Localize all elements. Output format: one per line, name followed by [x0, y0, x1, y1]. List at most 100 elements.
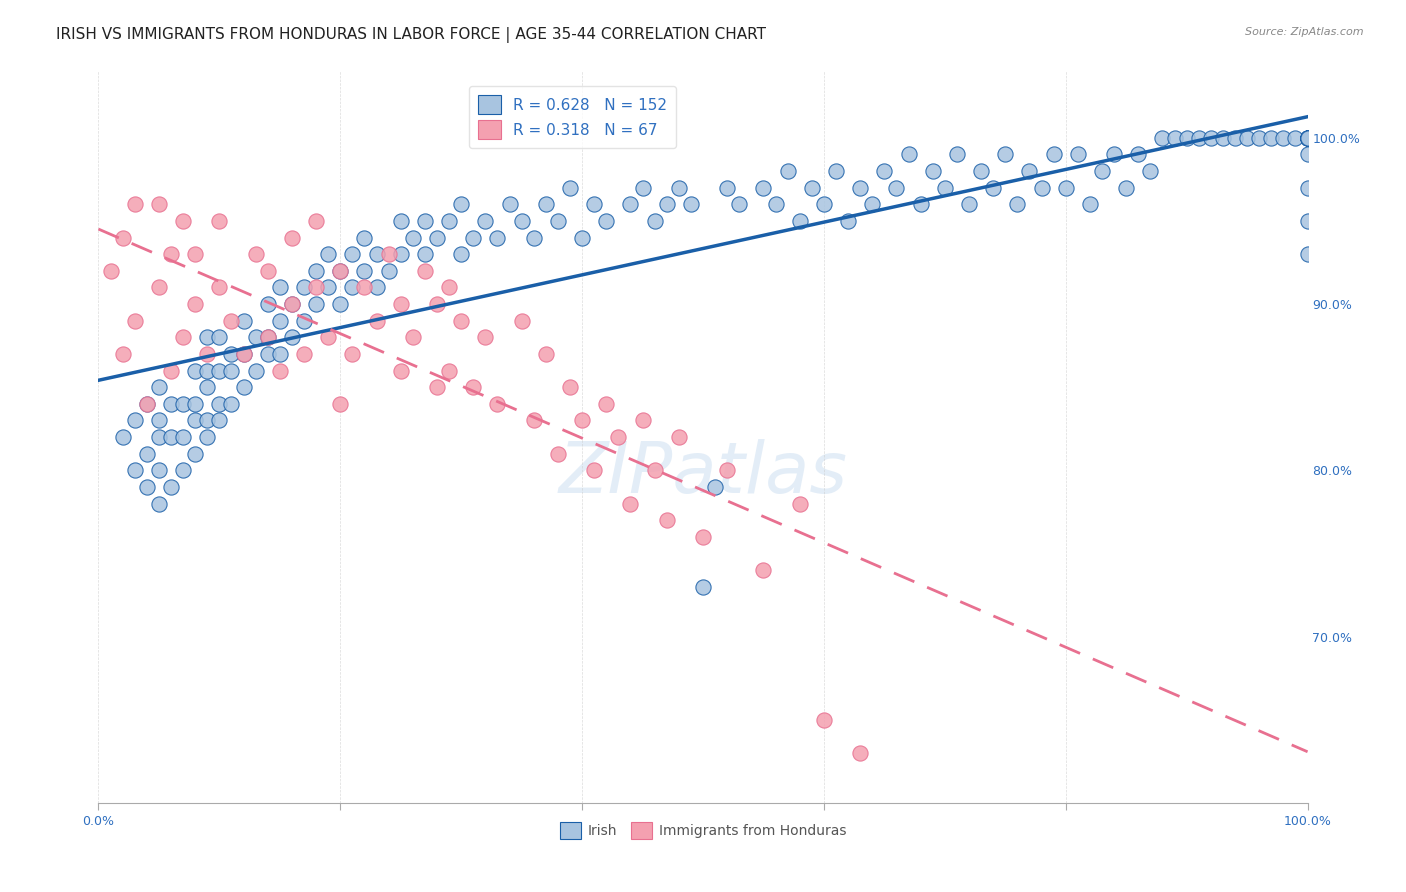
Point	[849, 746, 872, 760]
Point	[172, 214, 194, 228]
Point	[342, 347, 364, 361]
Point	[837, 214, 859, 228]
Point	[873, 164, 896, 178]
Point	[1139, 164, 1161, 178]
Point	[221, 397, 243, 411]
Point	[619, 497, 641, 511]
Point	[208, 330, 231, 344]
Point	[111, 430, 134, 444]
Point	[413, 214, 436, 228]
Point	[474, 330, 496, 344]
Point	[437, 214, 460, 228]
Point	[510, 314, 533, 328]
Point	[232, 314, 254, 328]
Point	[994, 147, 1017, 161]
Text: IRISH VS IMMIGRANTS FROM HONDURAS IN LABOR FORCE | AGE 35-44 CORRELATION CHART: IRISH VS IMMIGRANTS FROM HONDURAS IN LAB…	[56, 27, 766, 43]
Point	[1296, 131, 1319, 145]
Point	[921, 164, 943, 178]
Point	[208, 280, 231, 294]
Point	[269, 314, 291, 328]
Point	[281, 297, 304, 311]
Point	[366, 247, 388, 261]
Text: Source: ZipAtlas.com: Source: ZipAtlas.com	[1246, 27, 1364, 37]
Point	[946, 147, 969, 161]
Point	[644, 214, 666, 228]
Point	[1296, 131, 1319, 145]
Point	[389, 363, 412, 377]
Point	[135, 480, 157, 494]
Point	[789, 497, 811, 511]
Point	[981, 180, 1004, 194]
Point	[934, 180, 956, 194]
Point	[957, 197, 980, 211]
Point	[256, 347, 278, 361]
Point	[172, 463, 194, 477]
Point	[728, 197, 751, 211]
Point	[631, 413, 654, 427]
Point	[1007, 197, 1029, 211]
Point	[1091, 164, 1114, 178]
Point	[402, 230, 425, 244]
Point	[716, 180, 738, 194]
Point	[474, 214, 496, 228]
Point	[523, 413, 546, 427]
Point	[413, 264, 436, 278]
Point	[148, 413, 170, 427]
Point	[426, 297, 449, 311]
Point	[292, 280, 315, 294]
Point	[172, 430, 194, 444]
Point	[124, 314, 146, 328]
Point	[256, 297, 278, 311]
Point	[619, 197, 641, 211]
Point	[184, 363, 207, 377]
Point	[644, 463, 666, 477]
Point	[1260, 131, 1282, 145]
Point	[281, 297, 304, 311]
Point	[1188, 131, 1211, 145]
Point	[776, 164, 799, 178]
Point	[1236, 131, 1258, 145]
Point	[1296, 131, 1319, 145]
Point	[486, 397, 509, 411]
Point	[1296, 131, 1319, 145]
Point	[1296, 131, 1319, 145]
Point	[329, 297, 352, 311]
Point	[534, 347, 557, 361]
Point	[160, 247, 183, 261]
Point	[716, 463, 738, 477]
Point	[172, 397, 194, 411]
Point	[655, 197, 678, 211]
Point	[631, 180, 654, 194]
Point	[1212, 131, 1234, 145]
Point	[1296, 131, 1319, 145]
Point	[353, 280, 375, 294]
Point	[1296, 147, 1319, 161]
Point	[426, 380, 449, 394]
Point	[208, 413, 231, 427]
Point	[692, 530, 714, 544]
Point	[547, 447, 569, 461]
Point	[208, 397, 231, 411]
Point	[329, 264, 352, 278]
Point	[342, 247, 364, 261]
Text: ZIPatlas: ZIPatlas	[558, 439, 848, 508]
Point	[160, 363, 183, 377]
Point	[571, 413, 593, 427]
Point	[1078, 197, 1101, 211]
Point	[160, 430, 183, 444]
Point	[281, 330, 304, 344]
Point	[111, 230, 134, 244]
Point	[195, 363, 218, 377]
Point	[534, 197, 557, 211]
Point	[1199, 131, 1222, 145]
Point	[160, 397, 183, 411]
Point	[765, 197, 787, 211]
Point	[789, 214, 811, 228]
Point	[195, 380, 218, 394]
Point	[195, 413, 218, 427]
Point	[305, 280, 328, 294]
Point	[1175, 131, 1198, 145]
Point	[1223, 131, 1246, 145]
Point	[595, 214, 617, 228]
Point	[366, 280, 388, 294]
